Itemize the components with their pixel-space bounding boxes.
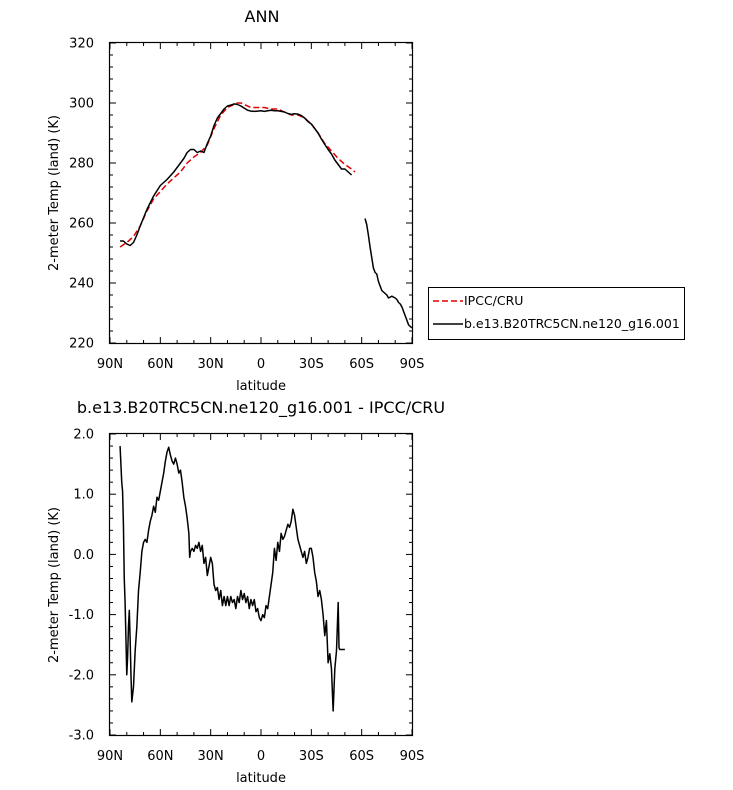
top-x-axis-title: latitude <box>236 379 286 394</box>
bottom-x-tick-label: 0 <box>257 749 265 764</box>
legend-box <box>428 287 685 340</box>
legend-label-model: b.e13.B20TRC5CN.ne120_g16.001 <box>464 316 680 331</box>
top-y-tick-label: 220 <box>69 337 94 352</box>
top-y-tick-label: 240 <box>69 277 94 292</box>
top-ticks: 90N 60N 30N 0 30S 60S 90S 220 240 260 280 300 320 <box>69 37 424 373</box>
bottom-plot-frame <box>108 432 414 737</box>
bottom-x-tick-label: 60S <box>349 749 374 764</box>
top-x-tick-label: 60S <box>349 357 374 372</box>
bottom-series-0-line-0 <box>119 446 345 712</box>
top-x-tick-label: 30S <box>299 357 324 372</box>
top-panel: ANN 90N 60N 30N 0 30S 60S 90S 220 240 260 280 300 32… <box>47 7 685 394</box>
bottom-y-tick-label: 0.0 <box>73 548 94 563</box>
legend: IPCC/CRU b.e13.B20TRC5CN.ne120_g16.001 <box>428 287 685 340</box>
bottom-x-tick-label: 30S <box>299 749 324 764</box>
top-y-tick-label: 260 <box>69 217 94 232</box>
bottom-y-tick-label: -2.0 <box>69 668 94 683</box>
top-x-tick-label: 90S <box>400 357 425 372</box>
bottom-x-axis-title: latitude <box>236 771 286 786</box>
bottom-y-tick-label: 2.0 <box>73 428 94 443</box>
legend-label-ipcc: IPCC/CRU <box>464 293 523 308</box>
top-x-tick-label: 30N <box>198 357 224 372</box>
top-x-tick-label: 90N <box>97 357 123 372</box>
bottom-panel: b.e13.B20TRC5CN.ne120_g16.001 - IPCC/CRU… <box>47 398 445 786</box>
top-x-tick-label: 60N <box>147 357 173 372</box>
top-y-tick-label: 280 <box>69 157 94 172</box>
bottom-chart-title: b.e13.B20TRC5CN.ne120_g16.001 - IPCC/CRU <box>77 398 445 418</box>
bottom-x-tick-label: 30N <box>198 749 224 764</box>
bottom-ticks: 90N 60N 30N 0 30S 60S 90S -3.0 -2.0 -1.0 0.0 1.0 2.0 <box>69 428 425 765</box>
top-y-axis-title: 2-meter Temp (land) (K) <box>47 115 62 271</box>
top-series-1-line-0 <box>120 103 353 247</box>
top-traces <box>119 102 413 329</box>
bottom-y-axis-title: 2-meter Temp (land) (K) <box>47 507 62 663</box>
bottom-y-tick-label: -1.0 <box>69 608 94 623</box>
top-y-tick-label: 320 <box>69 37 94 52</box>
top-x-tick-label: 0 <box>257 357 265 372</box>
bottom-y-tick-label: 1.0 <box>73 488 94 503</box>
top-series-0-line-0 <box>119 102 356 248</box>
bottom-x-tick-label: 90N <box>97 749 123 764</box>
bottom-traces <box>119 446 345 712</box>
top-series-1-line-1 <box>364 218 413 329</box>
bottom-y-tick-label: -3.0 <box>69 729 94 744</box>
top-y-tick-label: 300 <box>69 97 94 112</box>
top-plot-frame <box>108 41 414 345</box>
bottom-x-tick-label: 60N <box>147 749 173 764</box>
top-chart-title: ANN <box>245 7 280 26</box>
bottom-x-tick-label: 90S <box>400 749 425 764</box>
